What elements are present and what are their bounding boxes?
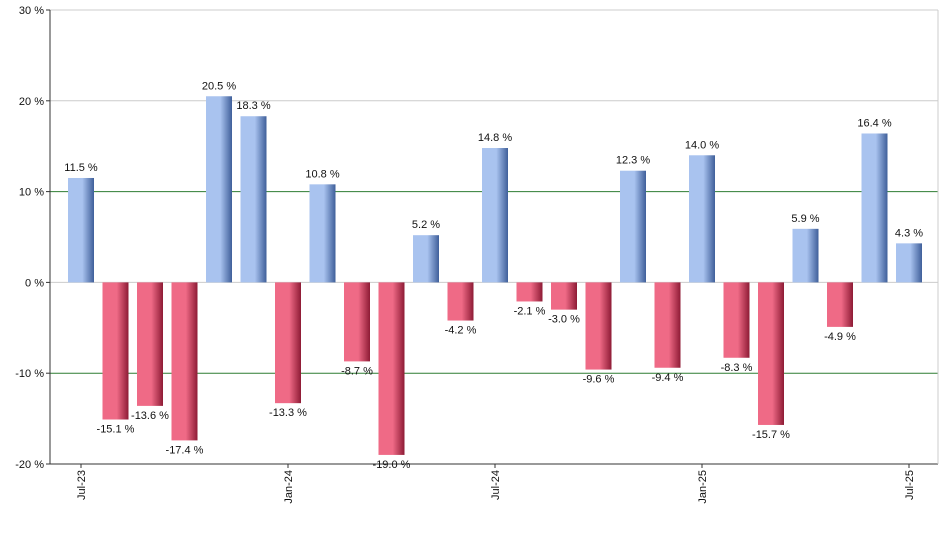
bar-negative [378, 282, 405, 455]
bar-negative [137, 282, 163, 406]
bar-positive [620, 170, 646, 283]
bar-negative [171, 282, 198, 441]
x-tick-label: Jan-25 [697, 470, 709, 504]
bar-positive [861, 133, 888, 283]
bar-negative [516, 282, 543, 302]
bar-value-label: -4.2 % [445, 325, 477, 337]
bar-negative [102, 282, 129, 420]
bar-value-label: -2.1 % [514, 305, 546, 317]
bar-value-label: -15.7 % [752, 429, 790, 441]
bar-negative [344, 282, 370, 362]
bar-value-label: -13.3 % [269, 407, 307, 419]
bar-value-label: 16.4 % [857, 117, 891, 129]
bar-positive [240, 116, 267, 283]
bar-positive [309, 184, 336, 283]
x-tick-label: Jul-25 [904, 470, 916, 500]
bar-negative [447, 282, 474, 321]
y-tick-label: 10 % [19, 187, 44, 199]
bar-value-label: -8.7 % [341, 365, 373, 377]
bar-value-label: -4.9 % [824, 331, 856, 343]
bar-positive [206, 96, 232, 283]
bar-value-label: -8.3 % [721, 362, 753, 374]
bar-value-label: 14.0 % [685, 139, 719, 151]
y-tick-label: 20 % [19, 96, 44, 108]
bar-value-label: 18.3 % [236, 100, 270, 112]
bar-positive [413, 235, 439, 283]
labels-layer: 30 % 20 % 10 % 0 % -10 % -20 % 11.5 % -15.1 % -1… [15, 5, 923, 504]
x-tick-label: Jul-23 [76, 470, 88, 500]
bar-negative [723, 282, 750, 358]
bar-positive [68, 177, 94, 283]
bar-negative [654, 282, 681, 368]
bar-positive [689, 155, 715, 283]
bar-positive [482, 148, 508, 283]
bar-value-label: 10.8 % [305, 168, 339, 180]
bar-value-label: -13.6 % [131, 410, 169, 422]
bar-value-label: 12.3 % [616, 155, 650, 167]
bar-negative [275, 282, 301, 404]
bar-value-label: -17.4 % [166, 444, 204, 456]
bar-negative [758, 282, 784, 425]
bar-value-label: -9.4 % [652, 372, 684, 384]
bar-value-label: 5.2 % [412, 219, 440, 231]
axis-layer [46, 9, 939, 468]
bar-negative [551, 282, 577, 310]
bar-value-label: -19.0 % [373, 459, 411, 471]
bar-value-label: -3.0 % [548, 314, 580, 326]
bar-negative [585, 282, 612, 370]
y-tick-label: -10 % [15, 368, 44, 380]
y-tick-label: -20 % [15, 459, 44, 471]
bar-value-label: 4.3 % [895, 227, 923, 239]
bar-value-label: 14.8 % [478, 132, 512, 144]
y-tick-label: 30 % [19, 5, 44, 17]
y-tick-label: 0 % [25, 277, 44, 289]
x-tick-label: Jan-24 [283, 470, 295, 504]
bar-positive [896, 243, 922, 283]
bar-positive [792, 228, 819, 283]
bar-value-label: 20.5 % [202, 80, 236, 92]
bar-value-label: -15.1 % [97, 424, 135, 436]
bar-value-label: -9.6 % [583, 374, 615, 386]
x-tick-label: Jul-24 [490, 470, 502, 500]
bar-negative [827, 282, 853, 327]
bars-layer [68, 96, 922, 455]
bar-value-label: 11.5 % [64, 162, 98, 174]
bar-value-label: 5.9 % [791, 213, 819, 225]
